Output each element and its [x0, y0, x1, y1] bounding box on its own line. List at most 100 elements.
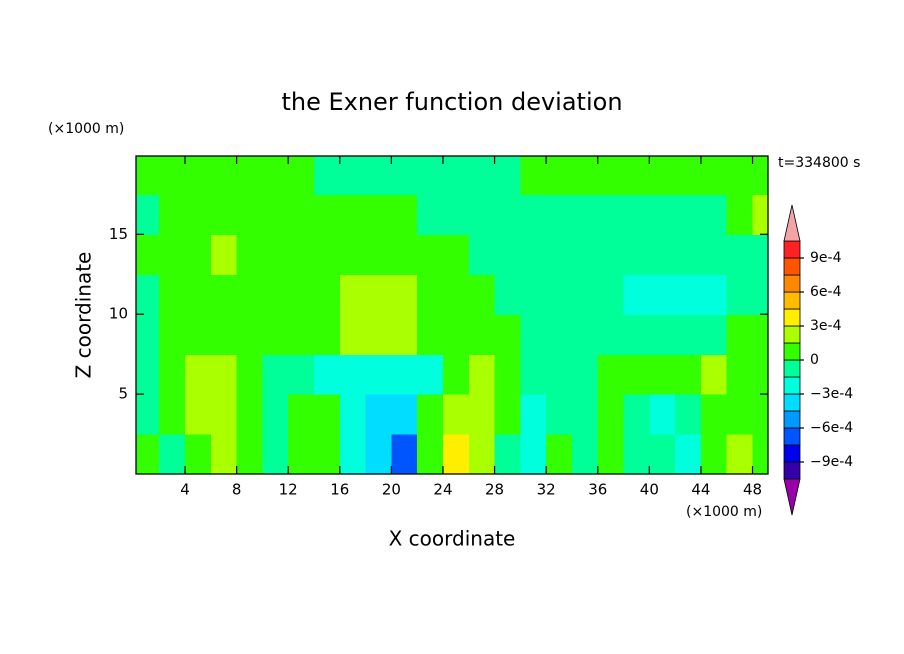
- contour-cell: [136, 194, 160, 235]
- contour-cell: [210, 274, 238, 315]
- contour-cell: [236, 394, 263, 435]
- contour-cell: [571, 194, 599, 235]
- contour-cell: [623, 354, 650, 395]
- contour-cell: [159, 194, 186, 235]
- contour-cell: [675, 394, 702, 435]
- contour-cell: [468, 394, 496, 435]
- colorbar-bin: [783, 274, 801, 293]
- contour-cell: [262, 394, 289, 435]
- contour-cell: [391, 394, 418, 435]
- colorbar-bin: [783, 461, 801, 480]
- contour-cell: [623, 156, 650, 195]
- contour-cell: [262, 434, 289, 475]
- colorbar-tick-label: 3e-4: [810, 318, 842, 334]
- contour-cell: [520, 194, 547, 235]
- contour-cell: [494, 394, 521, 435]
- contour-cell: [623, 394, 650, 435]
- y-tick-label: 15: [109, 225, 128, 243]
- contour-cell: [288, 394, 315, 435]
- time-annotation: t=334800 s: [778, 155, 860, 171]
- contour-cell: [675, 354, 702, 395]
- contour-cell: [571, 354, 599, 395]
- contour-cell: [159, 234, 186, 275]
- contour-cell: [442, 394, 470, 435]
- contour-cell: [210, 394, 238, 435]
- contour-cell: [136, 394, 160, 435]
- contour-cell: [649, 156, 676, 195]
- colorbar-bin: [783, 240, 801, 259]
- contour-cell: [623, 274, 650, 315]
- y-unit: (×1000 m): [48, 121, 124, 137]
- contour-cell: [159, 394, 186, 435]
- colorbar-tick-label: −9e-4: [810, 454, 853, 470]
- colorbar-bin: [783, 291, 801, 310]
- contour-cell: [726, 234, 754, 275]
- contour-cell: [571, 274, 599, 315]
- contour-cell: [288, 314, 315, 355]
- contour-cell: [288, 194, 315, 235]
- contour-cell: [313, 194, 341, 235]
- colorbar-tick-label: 6e-4: [810, 284, 842, 300]
- x-tick-label: 28: [485, 481, 504, 499]
- contour-field: [136, 156, 769, 475]
- contour-cell: [365, 394, 392, 435]
- contour-cell: [752, 156, 769, 195]
- contour-cell: [185, 234, 212, 275]
- contour-cell: [726, 314, 754, 355]
- contour-cell: [597, 434, 625, 475]
- colorbar-tick-label: −3e-4: [810, 386, 853, 402]
- colorbar-bin: [783, 325, 801, 344]
- contour-cell: [391, 354, 418, 395]
- contour-cell: [391, 434, 418, 475]
- contour-cell: [391, 156, 418, 195]
- contour-cell: [236, 194, 263, 235]
- contour-cell: [313, 434, 341, 475]
- contour-cell: [159, 354, 186, 395]
- y-tick-label: 10: [109, 305, 128, 323]
- contour-cell: [726, 394, 754, 435]
- contour-cell: [597, 354, 625, 395]
- x-tick-label: 36: [588, 481, 607, 499]
- contour-cell: [494, 234, 521, 275]
- contour-cell: [136, 314, 160, 355]
- contour-cell: [185, 394, 212, 435]
- contour-cell: [262, 156, 289, 195]
- contour-cell: [442, 274, 470, 315]
- contour-cell: [520, 354, 547, 395]
- contour-cell: [649, 274, 676, 315]
- contour-cell: [365, 274, 392, 315]
- contour-cell: [623, 314, 650, 355]
- contour-cell: [520, 274, 547, 315]
- contour-cell: [210, 156, 238, 195]
- colorbar-tick-label: 0: [810, 352, 819, 368]
- contour-cell: [339, 274, 367, 315]
- contour-cell: [339, 434, 367, 475]
- y-axis-label: Z coordinate: [72, 252, 96, 379]
- contour-cell: [391, 274, 418, 315]
- contour-cell: [417, 194, 444, 235]
- colorbar-extend-high: [783, 204, 801, 242]
- contour-cell: [700, 234, 728, 275]
- x-unit: (×1000 m): [686, 504, 762, 520]
- contour-cell: [649, 314, 676, 355]
- contour-cell: [185, 194, 212, 235]
- contour-cell: [442, 314, 470, 355]
- colorbar-tick-label: −6e-4: [810, 420, 853, 436]
- contour-cell: [494, 314, 521, 355]
- colorbar-bin: [783, 376, 801, 395]
- contour-cell: [185, 274, 212, 315]
- contour-cell: [288, 354, 315, 395]
- contour-cell: [546, 194, 573, 235]
- contour-cell: [726, 434, 754, 475]
- contour-cell: [675, 194, 702, 235]
- contour-cell: [159, 274, 186, 315]
- contour-cell: [236, 156, 263, 195]
- contour-cell: [623, 194, 650, 235]
- contour-cell: [262, 194, 289, 235]
- colorbar-bin: [783, 257, 801, 276]
- contour-cell: [136, 354, 160, 395]
- contour-cell: [442, 354, 470, 395]
- contour-cell: [136, 274, 160, 315]
- contour-cell: [442, 194, 470, 235]
- contour-cell: [159, 314, 186, 355]
